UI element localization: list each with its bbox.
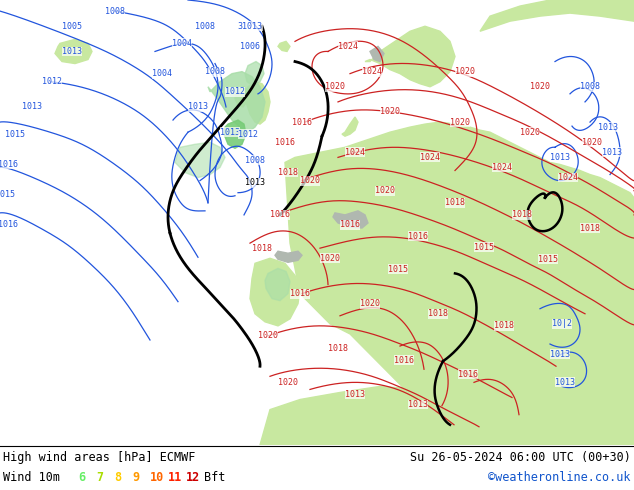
Text: Bft: Bft <box>204 471 225 485</box>
Text: 1013: 1013 <box>550 153 570 162</box>
Text: 1018: 1018 <box>494 321 514 330</box>
Text: 1006: 1006 <box>240 42 260 51</box>
Polygon shape <box>55 39 92 64</box>
Text: 1024: 1024 <box>420 153 440 162</box>
Text: 1015: 1015 <box>474 243 494 252</box>
Text: 1016: 1016 <box>340 220 360 229</box>
Text: 1020: 1020 <box>258 331 278 341</box>
Polygon shape <box>245 62 264 86</box>
Text: 1018: 1018 <box>445 198 465 207</box>
Text: 1018: 1018 <box>278 168 298 177</box>
Text: 1016: 1016 <box>394 356 414 365</box>
Text: 1008: 1008 <box>245 156 265 165</box>
Text: 1015: 1015 <box>0 190 15 199</box>
Text: 1016: 1016 <box>270 210 290 220</box>
Text: 1013: 1013 <box>188 102 208 111</box>
Polygon shape <box>333 211 368 228</box>
Text: 1024: 1024 <box>362 67 382 76</box>
Text: 1005: 1005 <box>62 22 82 31</box>
Text: 8: 8 <box>114 471 121 485</box>
Text: 31013: 31013 <box>238 22 262 31</box>
Text: Wind 10m: Wind 10m <box>3 471 60 485</box>
Text: 1013: 1013 <box>598 122 618 132</box>
Text: 1008: 1008 <box>580 82 600 91</box>
Text: 1008: 1008 <box>205 67 225 76</box>
Polygon shape <box>175 142 225 177</box>
Text: Su 26-05-2024 06:00 UTC (00+30): Su 26-05-2024 06:00 UTC (00+30) <box>410 451 631 465</box>
Text: 1013: 1013 <box>245 178 265 187</box>
Text: 1015: 1015 <box>538 255 558 264</box>
Text: 1016: 1016 <box>0 160 18 169</box>
Text: 7: 7 <box>96 471 103 485</box>
Text: 1020: 1020 <box>278 378 298 387</box>
Text: 1024: 1024 <box>345 148 365 157</box>
Text: 1016: 1016 <box>292 118 312 126</box>
Text: 1020: 1020 <box>455 67 475 76</box>
Polygon shape <box>235 87 248 107</box>
Text: 1012: 1012 <box>42 77 62 86</box>
Text: 1013: 1013 <box>22 102 42 111</box>
Text: 1024: 1024 <box>492 163 512 172</box>
Text: 10|2: 10|2 <box>552 319 572 328</box>
Text: 1024: 1024 <box>338 42 358 51</box>
Text: 1020: 1020 <box>375 186 395 195</box>
Polygon shape <box>245 82 270 124</box>
Text: 1018: 1018 <box>252 244 272 253</box>
Text: 1012: 1012 <box>238 130 258 139</box>
Text: 9: 9 <box>132 471 139 485</box>
Polygon shape <box>342 238 362 289</box>
Polygon shape <box>260 387 634 445</box>
Text: 1013: 1013 <box>550 350 570 359</box>
Polygon shape <box>224 120 246 148</box>
Text: 1018: 1018 <box>328 343 348 353</box>
Text: 1020: 1020 <box>320 254 340 263</box>
Text: 1016: 1016 <box>0 220 18 229</box>
Text: 1020: 1020 <box>325 82 345 91</box>
Text: 10: 10 <box>150 471 164 485</box>
Text: 1020: 1020 <box>450 118 470 126</box>
Text: 1020: 1020 <box>530 82 550 91</box>
Text: 1012: 1012 <box>225 87 245 97</box>
Text: 6: 6 <box>78 471 85 485</box>
Text: ©weatheronline.co.uk: ©weatheronline.co.uk <box>489 471 631 485</box>
Text: 1016: 1016 <box>290 289 310 298</box>
Polygon shape <box>250 258 300 326</box>
Text: 1018: 1018 <box>428 309 448 318</box>
Text: 1016: 1016 <box>458 370 478 379</box>
Text: 1013: 1013 <box>220 128 240 137</box>
Polygon shape <box>275 251 302 262</box>
Text: 1013: 1013 <box>62 47 82 56</box>
Polygon shape <box>208 72 265 132</box>
Text: 1020: 1020 <box>582 138 602 147</box>
Text: 1018: 1018 <box>512 210 532 220</box>
Polygon shape <box>265 269 290 301</box>
Text: 1013: 1013 <box>345 390 365 399</box>
Text: 1018: 1018 <box>580 223 600 233</box>
Text: 11: 11 <box>168 471 182 485</box>
Polygon shape <box>480 0 634 31</box>
Text: 1013: 1013 <box>555 378 575 387</box>
Text: High wind areas [hPa] ECMWF: High wind areas [hPa] ECMWF <box>3 451 195 465</box>
Text: 1013: 1013 <box>602 148 622 157</box>
Text: 1004: 1004 <box>172 39 192 48</box>
Polygon shape <box>342 117 358 136</box>
Polygon shape <box>285 122 634 445</box>
Text: 1008: 1008 <box>105 6 125 16</box>
Text: 1020: 1020 <box>520 128 540 137</box>
Text: 1020: 1020 <box>360 299 380 308</box>
Text: 12: 12 <box>186 471 200 485</box>
Polygon shape <box>365 26 455 87</box>
Text: 1015: 1015 <box>5 130 25 139</box>
Polygon shape <box>278 41 290 51</box>
Polygon shape <box>370 47 384 62</box>
Text: 1004: 1004 <box>152 69 172 78</box>
Text: 1016: 1016 <box>275 138 295 147</box>
Text: 1015: 1015 <box>388 265 408 274</box>
Text: 1020: 1020 <box>300 176 320 185</box>
Text: 1020: 1020 <box>380 107 400 117</box>
Text: 1016: 1016 <box>408 232 428 241</box>
Text: 1013: 1013 <box>408 400 428 409</box>
Text: 1024: 1024 <box>558 173 578 182</box>
Text: 1008: 1008 <box>195 22 215 31</box>
